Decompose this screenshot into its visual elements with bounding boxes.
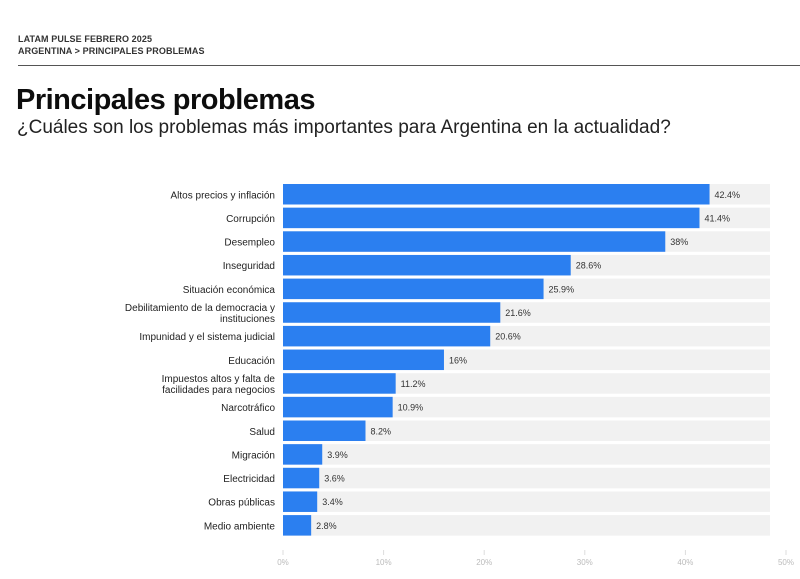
bar <box>283 491 318 512</box>
data-label: 25.9% <box>549 284 575 294</box>
bar-track <box>283 515 770 536</box>
x-tick-label: 40% <box>677 558 693 567</box>
bar-track <box>283 396 770 418</box>
category-label: facilidades para negocios <box>162 385 275 396</box>
data-label: 21.6% <box>505 308 531 318</box>
category-label: Desempleo <box>224 238 275 249</box>
category-label: Inseguridad <box>223 261 275 272</box>
category-label: Narcotráfico <box>221 403 275 414</box>
bar <box>283 515 312 536</box>
bar <box>283 278 544 300</box>
bar <box>283 302 501 323</box>
data-label: 2.8% <box>316 521 337 531</box>
x-tick-label: 0% <box>277 558 289 567</box>
bar <box>283 467 320 489</box>
bar <box>283 444 323 465</box>
breadcrumb: ARGENTINA > PRINCIPALES PROBLEMAS <box>18 46 205 56</box>
category-label: Altos precios y inflación <box>171 190 276 201</box>
bar-track <box>283 420 770 441</box>
category-label: Obras públicas <box>208 498 275 509</box>
bar <box>283 231 666 252</box>
bar <box>283 184 710 205</box>
bar <box>283 325 491 347</box>
category-label: Impuestos altos y falta de <box>162 374 276 385</box>
data-label: 3.9% <box>327 450 348 460</box>
data-label: 8.2% <box>370 426 391 436</box>
data-label: 3.6% <box>324 474 345 484</box>
category-label: instituciones <box>220 314 275 325</box>
category-label: Electricidad <box>223 474 275 485</box>
bar-track <box>283 467 770 489</box>
x-tick-label: 50% <box>778 558 794 567</box>
bar <box>283 396 393 418</box>
data-label: 3.4% <box>322 497 343 507</box>
bar-track <box>283 444 770 465</box>
page-subtitle: ¿Cuáles son los problemas más importante… <box>17 117 671 138</box>
bar-track <box>283 491 770 512</box>
category-label: Situación económica <box>183 285 276 296</box>
x-tick-label: 10% <box>376 558 392 567</box>
data-label: 41.4% <box>704 213 730 223</box>
bar <box>283 420 366 441</box>
data-label: 42.4% <box>715 190 741 200</box>
x-tick-label: 30% <box>577 558 593 567</box>
bar-track <box>283 373 770 394</box>
bar <box>283 349 444 371</box>
category-label: Debilitamiento de la democracia y <box>125 303 275 314</box>
category-label: Migración <box>232 450 275 461</box>
data-label: 38% <box>670 237 688 247</box>
bar <box>283 373 396 394</box>
bar <box>283 207 700 229</box>
divider <box>18 65 800 66</box>
report-header: LATAM PULSE FEBRERO 2025 <box>18 34 153 44</box>
category-label: Medio ambiente <box>204 521 276 532</box>
category-label: Salud <box>249 427 275 438</box>
data-label: 16% <box>449 355 467 365</box>
data-label: 11.2% <box>401 379 426 389</box>
x-tick-label: 20% <box>476 558 492 567</box>
page-title: Principales problemas <box>16 84 315 116</box>
data-label: 10.9% <box>398 403 424 413</box>
category-label: Corrupción <box>226 214 275 225</box>
data-label: 20.6% <box>495 332 521 342</box>
category-label: Impunidad y el sistema judicial <box>139 332 275 343</box>
bar <box>283 254 571 276</box>
category-label: Educación <box>228 356 275 367</box>
data-label: 28.6% <box>576 261 602 271</box>
